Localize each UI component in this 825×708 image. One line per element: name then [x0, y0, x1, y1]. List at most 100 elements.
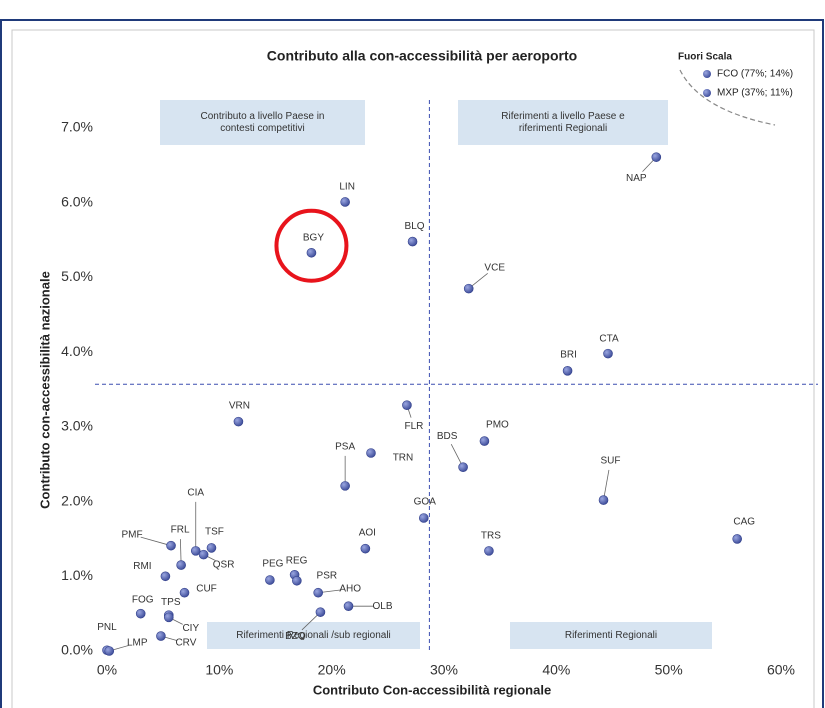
point [343, 601, 354, 611]
point-label: TSF [205, 527, 224, 538]
point-label: LIN [339, 182, 355, 193]
leader-line [207, 556, 216, 561]
point [313, 587, 323, 598]
point [190, 546, 201, 556]
point-label: CUF [196, 583, 217, 594]
point [732, 534, 742, 544]
point [179, 587, 190, 598]
point-label: NAP [626, 173, 647, 184]
chart-title: Contributo alla con-accessibilità per ae… [267, 48, 577, 64]
point-label: FLR [404, 421, 423, 432]
point-label: PMF [121, 529, 142, 540]
point [233, 416, 244, 427]
point [458, 462, 468, 473]
point [402, 400, 412, 410]
point-label: CTA [599, 333, 619, 344]
point-label: BGY [303, 232, 324, 243]
point [366, 448, 376, 458]
point [160, 571, 171, 582]
point-label: BDS [437, 431, 458, 442]
leader-line [301, 614, 318, 631]
x-tick-label: 50% [655, 662, 683, 678]
x-tick-label: 20% [318, 662, 346, 678]
point-label: TRN [393, 453, 414, 464]
y-tick-label: 5.0% [61, 268, 93, 284]
point [135, 608, 146, 619]
x-tick-label: 60% [767, 662, 795, 678]
point [360, 543, 371, 554]
point [176, 560, 186, 570]
point [156, 631, 166, 641]
leader-line [642, 159, 654, 172]
legend-title: Fuori Scala [678, 52, 732, 63]
legend-marker [703, 70, 711, 78]
quadrant-label: contesti competitivi [220, 123, 304, 134]
point [163, 612, 174, 623]
point-label: FRL [171, 525, 190, 536]
point-label: AOI [359, 527, 376, 538]
point-label: PNL [97, 622, 117, 633]
quadrant-box [510, 622, 712, 649]
point [340, 197, 350, 207]
point-label: CAG [733, 517, 755, 528]
point-label: AHO [339, 583, 361, 594]
point [598, 495, 609, 505]
leader-line [179, 539, 182, 562]
point [306, 247, 317, 258]
point-label: GOA [414, 497, 437, 508]
point-label: FOG [132, 594, 154, 605]
point-label: VCE [484, 262, 505, 273]
legend-marker [703, 89, 711, 97]
leader-line [164, 636, 178, 642]
point [340, 481, 350, 491]
y-tick-label: 7.0% [61, 119, 93, 135]
legend-divider [679, 69, 776, 126]
point-label: PSA [335, 442, 355, 453]
point-label: CIA [187, 488, 204, 499]
quadrant-label: Riferimenti Regionali /sub regionali [236, 630, 391, 641]
quadrant-label: Riferimenti a livello Paese e [501, 111, 625, 122]
point-label: CIY [182, 623, 199, 634]
point [562, 366, 573, 376]
point-label: PMO [486, 420, 509, 431]
point-label: TRS [481, 531, 501, 542]
point-label: PEG [262, 559, 283, 570]
point-label: VRN [229, 400, 250, 411]
leader-line [140, 536, 168, 545]
leader-line [450, 444, 462, 464]
point [463, 283, 474, 294]
point-label: PSR [317, 570, 338, 581]
point [418, 513, 429, 523]
leader-line [322, 589, 342, 593]
point [166, 540, 176, 551]
quadrant-label: Riferimenti Regionali [565, 630, 657, 641]
point-label: BLQ [405, 221, 425, 232]
legend-label: MXP (37%; 11%) [717, 88, 793, 99]
point-label: BZO [285, 631, 306, 642]
point [407, 236, 418, 247]
x-tick-label: 10% [205, 662, 233, 678]
point-label: BRI [560, 349, 577, 360]
y-axis-label: Contributo con-accessibilità nazionale [37, 271, 52, 509]
highlight-ring [274, 208, 349, 283]
leader-line [603, 469, 610, 497]
legend-label: FCO (77%; 14%) [717, 69, 793, 80]
quadrant-label: riferimenti Regionali [519, 123, 607, 134]
leader-line [112, 645, 129, 651]
point-label: OLB [373, 601, 393, 612]
x-tick-label: 40% [542, 662, 570, 678]
point [479, 436, 490, 446]
point [265, 575, 275, 585]
quadrant-box [207, 622, 420, 649]
point [603, 348, 613, 359]
quadrant-label: Contributo a livello Paese in [201, 111, 325, 122]
point-label: TPS [161, 597, 181, 608]
y-tick-label: 2.0% [61, 492, 93, 508]
point-label: REG [286, 555, 308, 566]
y-tick-label: 0.0% [61, 642, 93, 658]
point-label: CRV [175, 638, 196, 649]
point [206, 543, 217, 553]
leader-line [172, 618, 183, 625]
x-tick-label: 30% [430, 662, 458, 678]
